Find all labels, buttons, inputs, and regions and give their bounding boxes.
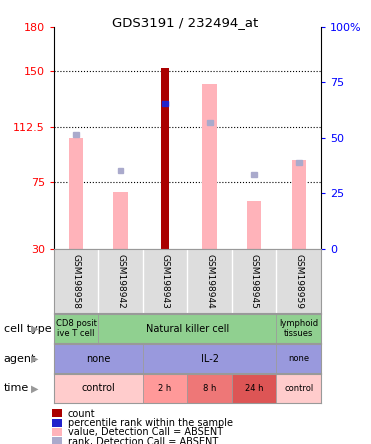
Bar <box>54 344 143 373</box>
Text: GSM198944: GSM198944 <box>205 254 214 309</box>
Bar <box>207 120 213 126</box>
Bar <box>251 172 257 177</box>
Bar <box>73 132 79 137</box>
Text: control: control <box>284 384 313 393</box>
Text: GSM198942: GSM198942 <box>116 254 125 309</box>
Text: ▶: ▶ <box>31 324 38 334</box>
Bar <box>54 314 98 343</box>
Text: 24 h: 24 h <box>245 384 263 393</box>
Text: time: time <box>4 383 29 393</box>
Bar <box>247 201 261 249</box>
Text: count: count <box>68 409 95 419</box>
Bar <box>143 344 276 373</box>
Bar <box>143 374 187 403</box>
Text: IL-2: IL-2 <box>201 353 219 364</box>
Bar <box>276 374 321 403</box>
Bar <box>69 138 83 249</box>
Text: GSM198958: GSM198958 <box>72 254 81 309</box>
Text: ▶: ▶ <box>31 383 38 393</box>
Text: GSM198945: GSM198945 <box>250 254 259 309</box>
Bar <box>203 84 217 249</box>
Bar <box>276 314 321 343</box>
Text: GSM198959: GSM198959 <box>294 254 303 309</box>
Text: 8 h: 8 h <box>203 384 216 393</box>
Bar <box>162 101 168 106</box>
Bar <box>114 192 128 249</box>
Text: CD8 posit
ive T cell: CD8 posit ive T cell <box>56 319 96 338</box>
Bar <box>54 374 143 403</box>
Text: agent: agent <box>4 353 36 364</box>
Bar <box>187 374 232 403</box>
Bar <box>118 168 124 173</box>
Bar <box>161 68 169 249</box>
Text: lymphoid
tissues: lymphoid tissues <box>279 319 318 338</box>
Bar <box>232 374 276 403</box>
Text: none: none <box>288 354 309 363</box>
Text: 2 h: 2 h <box>158 384 172 393</box>
Text: control: control <box>82 383 115 393</box>
Text: value, Detection Call = ABSENT: value, Detection Call = ABSENT <box>68 428 223 437</box>
Text: ▶: ▶ <box>31 353 38 364</box>
Bar <box>276 344 321 373</box>
Bar <box>296 160 302 166</box>
Text: Natural killer cell: Natural killer cell <box>146 324 229 334</box>
Bar <box>292 160 306 249</box>
Text: none: none <box>86 353 111 364</box>
Text: cell type: cell type <box>4 324 51 334</box>
Text: percentile rank within the sample: percentile rank within the sample <box>68 418 233 428</box>
Bar <box>98 314 276 343</box>
Text: GSM198943: GSM198943 <box>161 254 170 309</box>
Text: rank, Detection Call = ABSENT: rank, Detection Call = ABSENT <box>68 437 218 444</box>
Text: GDS3191 / 232494_at: GDS3191 / 232494_at <box>112 16 259 28</box>
